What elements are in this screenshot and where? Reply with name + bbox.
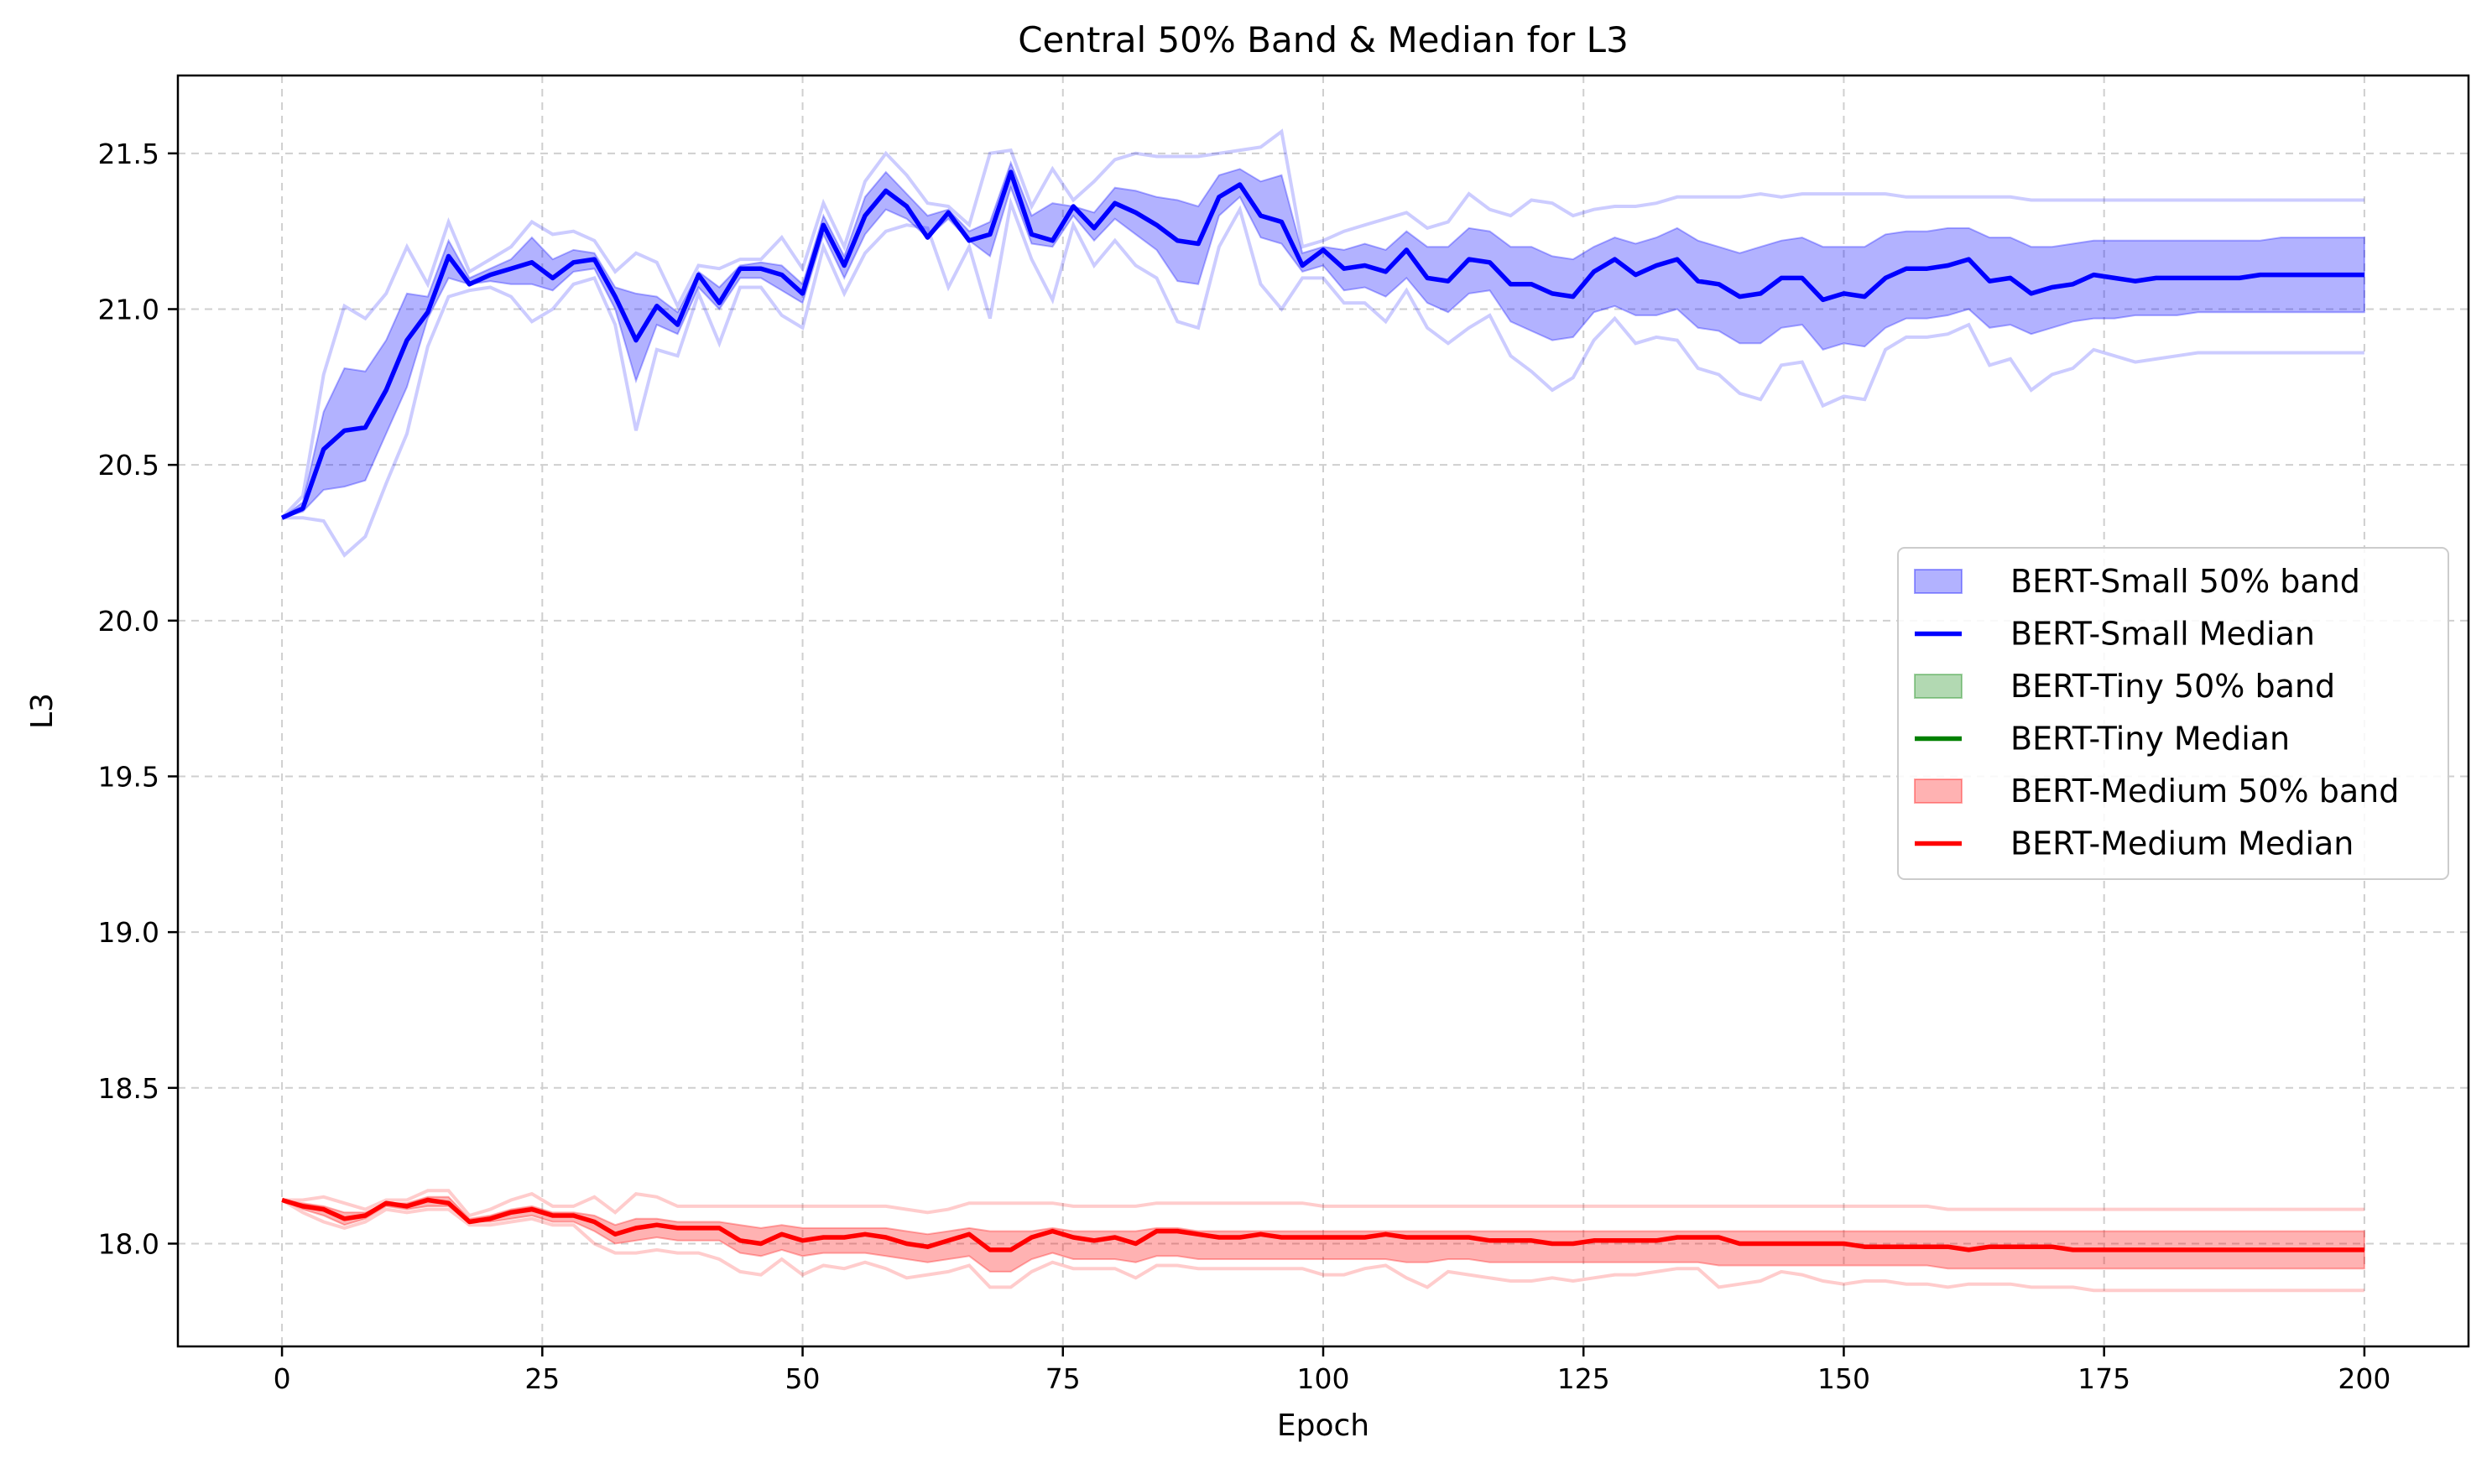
bert-medium-median-line [281, 1197, 2364, 1252]
bert-medium-min-line [281, 1198, 2364, 1293]
x-tick-label: 50 [785, 1362, 821, 1395]
y-tick-label: 21.0 [98, 293, 159, 325]
legend-label-bert-medium-median: BERT-Medium Median [2010, 825, 2354, 862]
y-tick-label: 18.0 [98, 1227, 159, 1260]
x-tick-label: 150 [1817, 1362, 1870, 1395]
y-tick-label: 21.5 [98, 138, 159, 170]
x-tick-label: 125 [1557, 1362, 1610, 1395]
y-tick-label: 18.5 [98, 1072, 159, 1105]
bert-medium-max-line [282, 1189, 2364, 1218]
legend-swatch-bert-tiny-50-band [1914, 674, 1963, 699]
y-tick-label: 20.0 [98, 605, 159, 638]
y-axis-label: L3 [25, 693, 60, 729]
legend-label-bert-small-median: BERT-Small Median [2010, 616, 2315, 653]
chart-title: Central 50% Band & Median for L3 [1018, 19, 1629, 60]
legend-label-bert-medium-50-band: BERT-Medium 50% band [2010, 773, 2399, 810]
legend: BERT-Small 50% band BERT-Small Median BERT… [1897, 547, 2449, 880]
x-tick-label: 75 [1045, 1362, 1081, 1395]
legend-swatch-bert-medium-50-band [1914, 778, 1963, 804]
legend-label-bert-tiny-median: BERT-Tiny Median [2010, 721, 2290, 758]
bert-small-min-line [282, 196, 2364, 558]
x-tick-label: 100 [1297, 1362, 1350, 1395]
x-tick-label: 0 [274, 1362, 291, 1395]
x-axis-label: Epoch [1277, 1408, 1369, 1443]
tick-layer: 0 25 50 75 100 125 150 175 200 18.0 18.5 19.0 19.5 20… [98, 138, 2391, 1395]
bert-small-median-line [280, 169, 2364, 520]
legend-swatch-bert-small-50-band [1914, 569, 1963, 594]
y-tick-label: 19.0 [98, 916, 159, 949]
y-tick-label: 19.5 [98, 760, 159, 793]
line-layer [280, 128, 2364, 1293]
legend-box [1897, 547, 2449, 880]
x-tick-label: 175 [2078, 1362, 2130, 1395]
legend-label-bert-small-50-band: BERT-Small 50% band [2010, 563, 2360, 600]
bert-small-max-line [280, 128, 2364, 519]
x-tick-label: 200 [2338, 1362, 2390, 1395]
x-tick-label: 25 [524, 1362, 560, 1395]
legend-label-bert-tiny-50-band: BERT-Tiny 50% band [2010, 668, 2335, 705]
y-tick-label: 20.5 [98, 449, 159, 482]
